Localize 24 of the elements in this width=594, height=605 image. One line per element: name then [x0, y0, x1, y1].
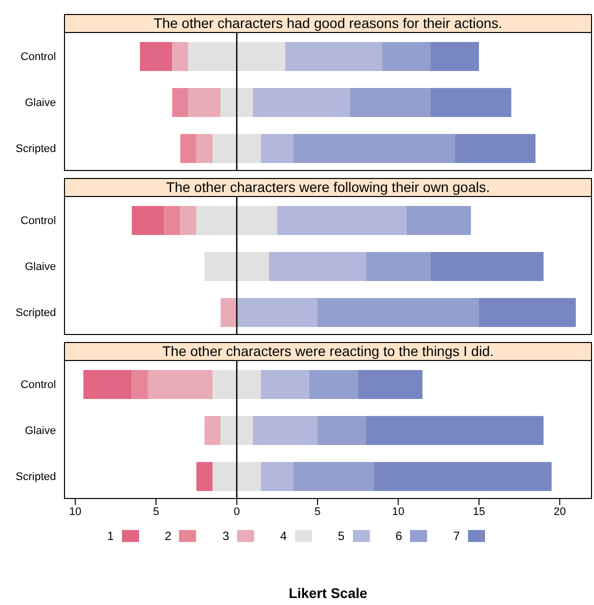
y-tick-label: Scripted	[16, 470, 56, 483]
y-tick-label: Control	[20, 378, 56, 391]
y-tick-label: Scripted	[16, 142, 56, 155]
x-tick-label: 10	[392, 506, 404, 518]
legend-label: 2	[164, 529, 172, 543]
legend-label: 7	[453, 529, 460, 543]
x-tick-label: 5	[314, 506, 321, 518]
y-tick-label: Scripted	[16, 306, 56, 319]
x-axis-title: Likert Scale	[288, 585, 368, 601]
x-tick-label: 10	[69, 506, 82, 518]
x-tick-label: 0	[234, 506, 240, 518]
y-tick-label: Glaive	[24, 260, 56, 273]
legend-label: 1	[107, 529, 114, 543]
y-tick-label: Control	[20, 50, 56, 63]
y-tick-label: Glaive	[24, 424, 56, 437]
legend-label: 5	[338, 529, 345, 543]
x-tick-label: 5	[152, 506, 160, 518]
y-tick-label: Control	[20, 214, 56, 227]
x-tick-label: 20	[554, 506, 566, 518]
x-tick-label: 15	[472, 506, 486, 518]
legend-label: 6	[396, 529, 402, 543]
y-tick-label: Glaive	[24, 96, 56, 109]
legend-label: 3	[222, 529, 230, 543]
legend-label: 4	[280, 529, 287, 543]
